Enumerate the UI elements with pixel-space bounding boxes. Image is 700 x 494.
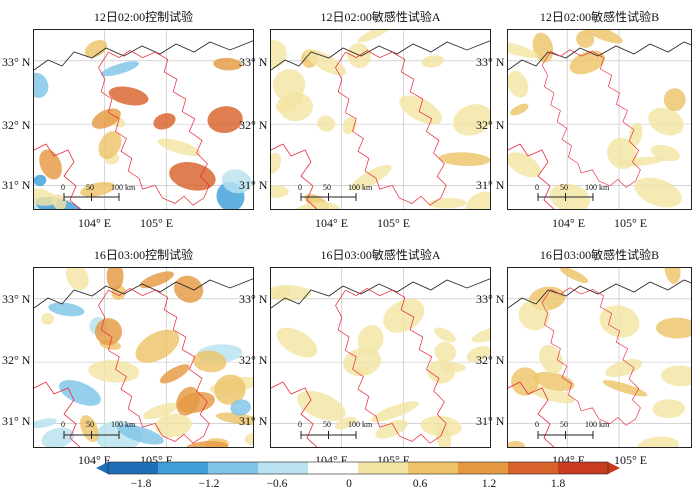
scale-label: 100 km [585, 183, 610, 192]
map-panel [507, 267, 692, 448]
scale-label: 50 [560, 420, 568, 429]
colorbar-tick-label: 0.6 [412, 478, 428, 490]
scale-label: 0 [535, 183, 539, 192]
scale-label: 0 [61, 183, 65, 192]
lat-label: 31° N [2, 414, 31, 428]
lat-label: 32° N [476, 353, 505, 367]
lat-label: 33° N [239, 55, 268, 69]
lat-label: 33° N [239, 292, 268, 306]
lat-label: 32° N [239, 353, 268, 367]
scale-label: 100 km [348, 420, 373, 429]
panel-title: 16日03:00敏感性试验B [539, 248, 660, 262]
panel-title: 16日03:00敏感性试验A [320, 248, 441, 262]
lat-label: 33° N [476, 55, 505, 69]
lon-label: 104° E [315, 216, 349, 230]
panel-title: 12日02:00敏感性试验B [539, 10, 660, 24]
lat-label: 32° N [239, 118, 268, 132]
colorbar-tick-label: −1.8 [130, 478, 152, 490]
map-canvas [34, 30, 253, 209]
colorbar-segment [458, 462, 509, 474]
colorbar-tick-label: 1.2 [481, 478, 497, 490]
scale-label: 100 km [348, 183, 373, 192]
lon-label: 105° E [614, 216, 648, 230]
colorbar-segment [508, 462, 559, 474]
map-panel [507, 29, 692, 210]
map-canvas [271, 30, 490, 209]
lat-label: 33° N [476, 292, 505, 306]
scale-label: 50 [86, 183, 94, 192]
map-panel [270, 267, 491, 448]
scale-label: 0 [298, 420, 302, 429]
lon-label: 104° E [78, 216, 112, 230]
scale-label: 0 [535, 420, 539, 429]
lat-label: 32° N [2, 118, 31, 132]
lon-label: 104° E [552, 216, 586, 230]
colorbar-segment [258, 462, 309, 474]
lat-label: 33° N [2, 292, 31, 306]
map-panel [270, 29, 491, 210]
scale-label: 50 [323, 183, 331, 192]
scale-label: 100 km [111, 183, 136, 192]
lat-label: 31° N [239, 414, 268, 428]
lon-label: 105° E [377, 216, 411, 230]
panel-title: 16日03:00控制试验 [93, 248, 194, 262]
lon-label: 104° E [78, 453, 112, 467]
map-canvas [508, 30, 691, 209]
lat-label: 33° N [2, 55, 31, 69]
scale-label: 0 [61, 420, 65, 429]
colorbar-tick-label: −0.6 [266, 478, 288, 490]
lat-label: 31° N [239, 178, 268, 192]
map-canvas [34, 268, 253, 447]
scale-label: 50 [86, 420, 94, 429]
colorbar-tick-label: 0 [346, 478, 352, 490]
lon-label: 105° E [614, 453, 648, 467]
scale-label: 100 km [585, 420, 610, 429]
panel-title: 12日02:00控制试验 [93, 10, 194, 24]
colorbar-segment [158, 462, 209, 474]
map-canvas [271, 268, 490, 447]
colorbar-segment [558, 462, 609, 474]
colorbar-segment [308, 462, 359, 474]
colorbar-segment [108, 462, 159, 474]
lon-label: 105° E [140, 216, 174, 230]
scale-label: 50 [323, 420, 331, 429]
colorbar [96, 461, 620, 475]
lat-label: 32° N [476, 118, 505, 132]
lat-label: 31° N [2, 178, 31, 192]
map-canvas [508, 268, 691, 447]
panel-title: 12日02:00敏感性试验A [320, 10, 441, 24]
map-panel [33, 267, 254, 448]
lat-label: 31° N [476, 178, 505, 192]
colorbar-segment [208, 462, 259, 474]
colorbar-tick-label: 1.8 [550, 478, 566, 490]
scale-label: 0 [298, 183, 302, 192]
lat-label: 31° N [476, 414, 505, 428]
scale-label: 100 km [111, 420, 136, 429]
colorbar-segment [358, 462, 409, 474]
scale-label: 50 [560, 183, 568, 192]
colorbar-segment [408, 462, 459, 474]
lat-label: 32° N [2, 353, 31, 367]
map-panel [33, 29, 254, 210]
colorbar-tick-label: −1.2 [198, 478, 220, 490]
